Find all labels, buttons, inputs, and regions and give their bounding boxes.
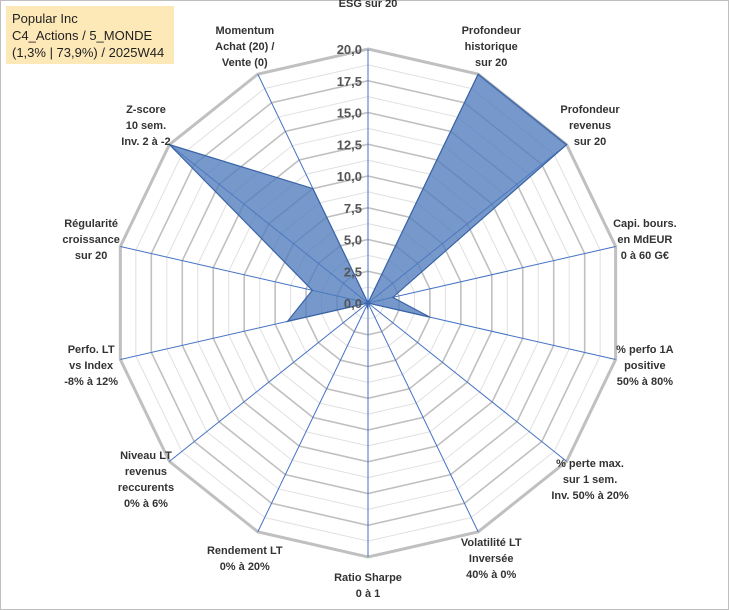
axis-label-line: revenus — [125, 466, 167, 478]
axis-label-line: sur 1 sem. — [563, 474, 617, 486]
axis-label-line: Inversée — [469, 553, 514, 565]
axis-label-line: Inv. 50% à 20% — [551, 490, 629, 502]
axis-label-line: Achat (20) / — [215, 41, 274, 53]
tick-label: 0,0 — [344, 296, 362, 311]
axis-label: Régularité croissance sur 20 — [62, 218, 119, 262]
axis-label: Profondeur historique sur 20 — [462, 25, 522, 69]
axis-label-line: sur 20 — [475, 57, 507, 69]
axis-label-line: positive — [624, 360, 666, 372]
axis-spoke — [367, 302, 567, 462]
axis-label-line: Régularité — [64, 218, 118, 230]
axis-label-line: Vente (0) — [222, 57, 268, 69]
chart-title-line: Popular Inc — [12, 11, 78, 26]
axis-label-line: Z-score — [126, 104, 166, 116]
axis-label-line: 50% à 80% — [617, 376, 673, 388]
axis-spoke — [257, 302, 369, 533]
tick-label: 7,5 — [344, 201, 362, 216]
axis-label-line: ESG sur 20 — [339, 0, 398, 10]
tick-label: 20,0 — [337, 42, 362, 57]
axis-label-line: Momentum — [215, 25, 274, 37]
axis-label-line: % perte max. — [556, 458, 624, 470]
axis-label: Perfo. LT vs Index -8% à 12% — [64, 344, 118, 388]
chart-title-line: C4_Actions / 5_MONDE — [12, 28, 153, 43]
axis-label: Capi. bours. en MdEUR 0 à 60 G€ — [613, 218, 677, 262]
tick-label: 2,5 — [344, 264, 362, 279]
axis-label-line: 10 sem. — [126, 120, 166, 132]
axis-spoke — [367, 302, 479, 533]
axis-label-line: Volatilité LT — [461, 537, 522, 549]
axis-label-line: -8% à 12% — [64, 376, 118, 388]
axis-label-line: croissance — [62, 234, 119, 246]
axis-label-line: 0 à 1 — [356, 588, 380, 600]
axis-label-line: Niveau LT — [120, 450, 172, 462]
axis-label-line: reccurents — [118, 482, 174, 494]
axis-spoke — [169, 302, 369, 462]
axis-label: % perfo 1A positive 50% à 80% — [616, 344, 674, 388]
tick-label: 15,0 — [337, 106, 362, 121]
axis-label-line: % perfo 1A — [616, 344, 674, 356]
axis-label-line: Profondeur — [462, 25, 522, 37]
axis-label-line: 0 à 60 G€ — [621, 250, 669, 262]
tick-label: 5,0 — [344, 233, 362, 248]
axis-label: Momentum Achat (20) / Vente (0) — [215, 25, 274, 69]
axis-label-line: Ratio Sharpe — [334, 572, 402, 584]
axis-label: Profondeur revenus sur 20 — [560, 104, 620, 148]
axis-label-line: 40% à 0% — [466, 569, 516, 581]
axis-label: Z-score 10 sem. Inv. 2 à -2 — [121, 104, 170, 148]
axis-label-line: Inv. 2 à -2 — [121, 136, 170, 148]
chart-title-line: (1,3% | 73,9%) / 2025W44 — [12, 45, 165, 60]
axis-label: Volatilité LT Inversée 40% à 0% — [461, 537, 522, 581]
tick-label: 12,5 — [337, 137, 362, 152]
axis-label-line: sur 20 — [574, 136, 606, 148]
axis-spoke — [367, 245, 616, 304]
axis-label-line: Rendement LT — [207, 545, 283, 557]
axis-label-line: historique — [465, 41, 518, 53]
axis-label-line: vs Index — [69, 360, 114, 372]
axis-label-line: revenus — [569, 120, 611, 132]
axis-label: NoteESG sur 20 — [339, 0, 398, 10]
axis-label: Ratio Sharpe 0 à 1 — [334, 572, 402, 600]
series-area — [168, 73, 568, 323]
axis-label-line: sur 20 — [75, 250, 107, 262]
axis-label-line: Capi. bours. — [613, 218, 677, 230]
axis-label: % perte max. sur 1 sem. Inv. 50% à 20% — [551, 458, 629, 502]
axis-label: Rendement LT 0% à 20% — [207, 545, 283, 573]
axis-label-line: en MdEUR — [617, 234, 672, 246]
axis-label-line: 0% à 20% — [220, 561, 270, 573]
axis-label-line: Perfo. LT — [68, 344, 115, 356]
axis-label-line: 0% à 6% — [124, 498, 168, 510]
axis-label-line: Profondeur — [560, 104, 620, 116]
axis-label: Niveau LT revenus reccurents 0% à 6% — [118, 450, 174, 510]
chart-title-box: Popular Inc C4_Actions / 5_MONDE (1,3% |… — [6, 6, 174, 64]
tick-label: 17,5 — [337, 74, 362, 89]
tick-label: 10,0 — [337, 169, 362, 184]
